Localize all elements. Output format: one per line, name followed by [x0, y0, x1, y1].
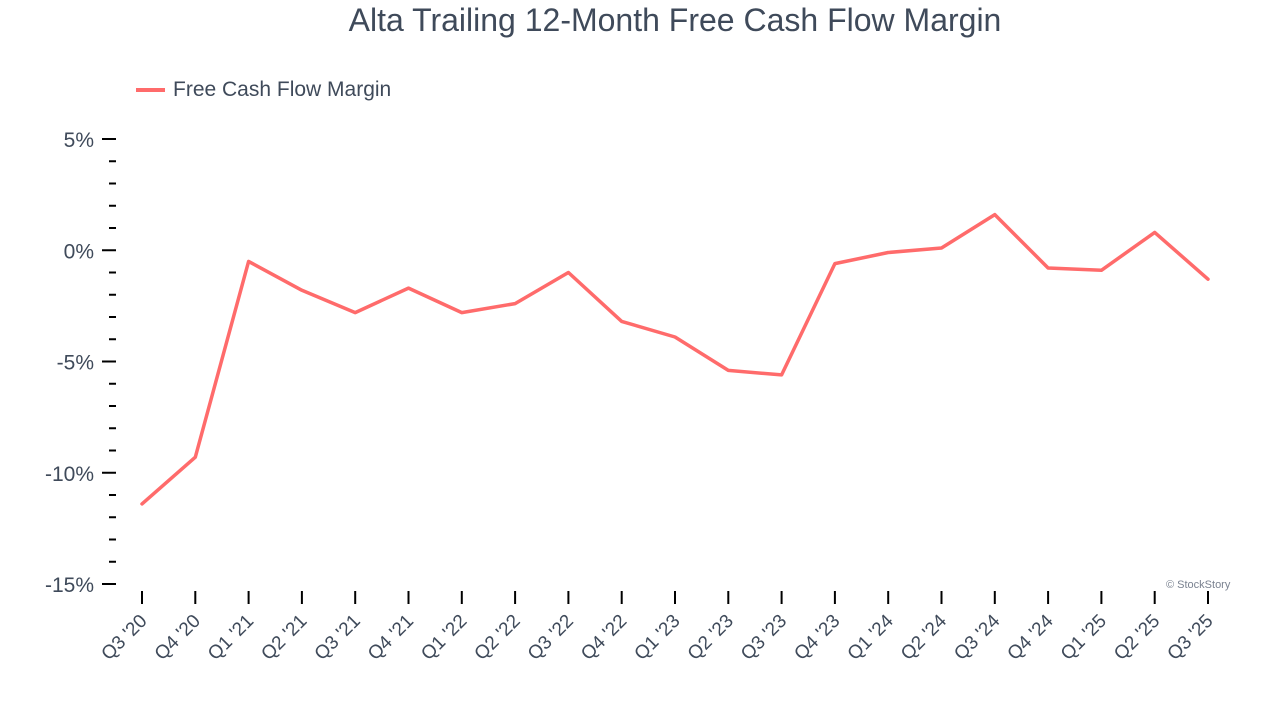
x-tick-label: Q3 '21: [311, 611, 365, 665]
x-tick-label: Q3 '22: [524, 611, 578, 665]
x-tick-label: Q1 '22: [417, 611, 471, 665]
legend-label: Free Cash Flow Margin: [173, 78, 392, 101]
y-tick-label: -5%: [57, 352, 94, 375]
x-tick-label: Q1 '23: [631, 611, 685, 665]
x-tick-label: Q1 '24: [844, 610, 898, 664]
y-tick-label: -15%: [45, 574, 94, 597]
x-tick-label: Q3 '23: [737, 611, 791, 665]
chart-title: Alta Trailing 12-Month Free Cash Flow Ma…: [348, 2, 1002, 38]
y-tick-label: 0%: [64, 240, 94, 263]
x-tick-label: Q3 '24: [950, 610, 1004, 664]
legend: Free Cash Flow Margin: [136, 78, 391, 102]
x-tick-label: Q1 '25: [1057, 611, 1111, 665]
x-tick-label: Q3 '25: [1164, 611, 1218, 665]
x-tick-label: Q4 '23: [790, 611, 844, 665]
x-tick-label: Q2 '25: [1110, 611, 1164, 665]
x-tick-label: Q4 '24: [1004, 610, 1058, 664]
x-tick-label: Q2 '24: [897, 610, 951, 664]
x-tick-label: Q2 '22: [471, 611, 525, 665]
x-tick-label: Q4 '21: [364, 611, 418, 665]
x-tick-label: Q2 '23: [684, 611, 738, 665]
series-line: [140, 212, 1210, 506]
y-tick-label: 5%: [64, 129, 94, 152]
legend-line-icon: [136, 88, 165, 92]
x-tick-label: Q4 '22: [577, 611, 631, 665]
credit-watermark: © StockStory: [1166, 579, 1231, 591]
x-tick-label: Q3 '20: [98, 611, 152, 665]
x-tick-label: Q4 '20: [151, 611, 205, 665]
x-tick-label: Q1 '21: [204, 611, 258, 665]
x-tick-label: Q2 '21: [257, 611, 311, 665]
y-tick-label: -10%: [45, 463, 94, 486]
